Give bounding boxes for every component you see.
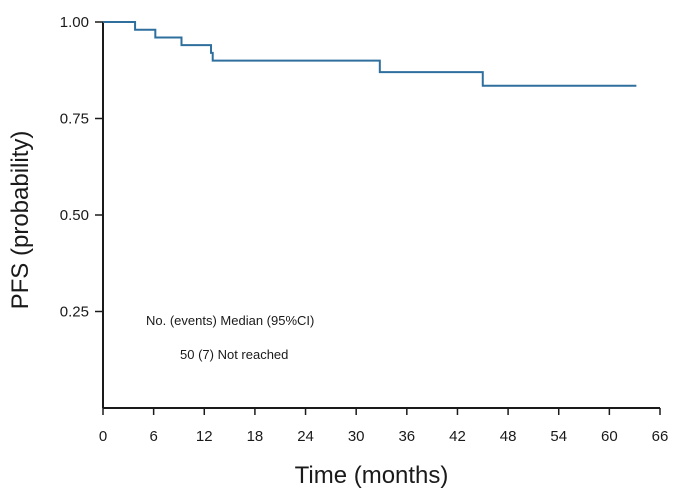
x-tick-label: 48 [500,428,517,445]
annotation-legend-header: No. (events) Median (95%CI) [146,313,314,328]
x-tick-label: 0 [99,428,107,445]
x-tick-label: 54 [550,428,567,445]
y-tick-label: 0.75 [60,111,89,128]
y-axis-title: PFS (probability) [7,131,34,310]
x-tick-label: 18 [247,428,264,445]
y-tick-label: 0.50 [60,207,89,224]
km-step-curve [103,21,637,87]
ticks-group: 0 6 12 18 24 30 36 42 48 54 60 66 0.25 0.50 0.75 1.00 [60,14,669,445]
x-tick-label: 60 [601,428,618,445]
x-tick-label: 30 [348,428,365,445]
x-axis-title: Time (months) [295,462,449,489]
x-tick-label: 42 [449,428,466,445]
y-tick-label: 0.25 [60,304,89,321]
series-group [103,21,637,87]
annotation-legend-row: 50 (7) Not reached [180,347,288,362]
x-tick-label: 66 [652,428,669,445]
x-tick-label: 6 [149,428,157,445]
x-tick-label: 36 [398,428,415,445]
y-tick-label: 1.00 [60,14,89,31]
x-tick-label: 12 [196,428,213,445]
x-tick-label: 24 [297,428,314,445]
